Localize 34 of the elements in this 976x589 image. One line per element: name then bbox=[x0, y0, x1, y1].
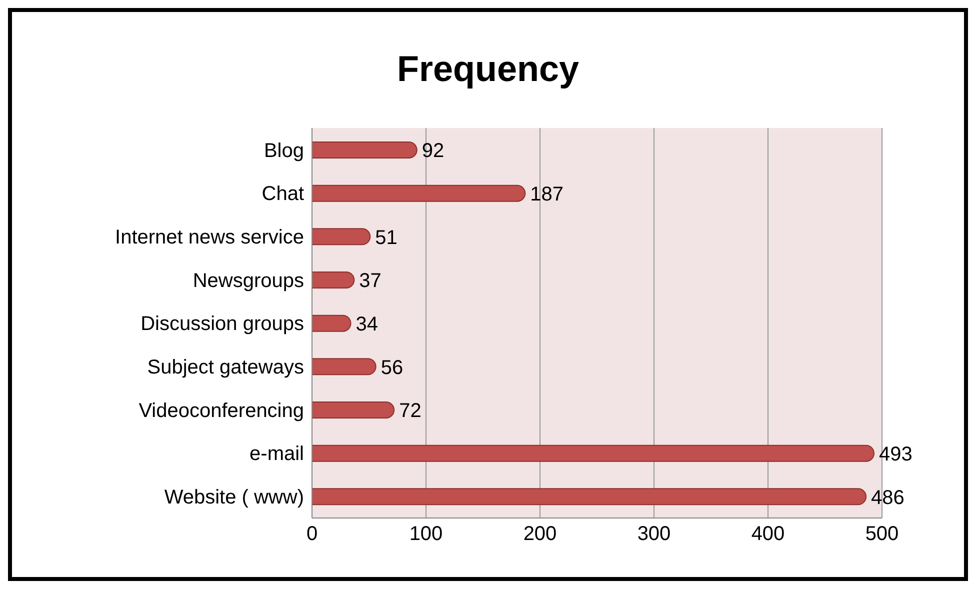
data-label: 72 bbox=[399, 400, 422, 422]
data-label: 486 bbox=[871, 486, 904, 509]
y-tick-label: e-mail bbox=[250, 443, 304, 466]
bar bbox=[312, 272, 355, 288]
bar bbox=[312, 228, 371, 246]
bar bbox=[312, 142, 418, 158]
y-tick-label: Videoconferencing bbox=[138, 400, 304, 422]
x-tick-label: 400 bbox=[751, 523, 785, 546]
y-tick-label: Website ( www) bbox=[164, 486, 304, 508]
x-tick-label: 300 bbox=[637, 523, 671, 546]
y-tick-label: Discussion groups bbox=[140, 313, 304, 336]
bar bbox=[312, 314, 352, 332]
y-tick-label: Newsgroups bbox=[192, 270, 304, 292]
bar bbox=[312, 444, 875, 462]
x-tick-label: 0 bbox=[306, 523, 318, 546]
bar bbox=[312, 402, 395, 418]
data-label: 493 bbox=[879, 443, 912, 466]
data-label: 187 bbox=[530, 183, 564, 206]
x-tick-label: 100 bbox=[409, 523, 443, 546]
data-label: 37 bbox=[359, 270, 382, 292]
bar bbox=[312, 488, 867, 506]
data-label: 34 bbox=[356, 313, 378, 336]
bar bbox=[312, 184, 526, 202]
data-label: 51 bbox=[375, 226, 398, 249]
x-tick-label: 500 bbox=[865, 523, 899, 546]
bar bbox=[312, 358, 376, 376]
data-label: 92 bbox=[422, 140, 444, 162]
data-label: 56 bbox=[380, 356, 404, 379]
y-tick-label: Chat bbox=[262, 183, 304, 206]
y-tick-label: Internet news service bbox=[115, 226, 304, 248]
chart-title: Frequency bbox=[396, 47, 580, 91]
y-tick-label: Subject gateways bbox=[147, 356, 304, 378]
y-tick-label: Blog bbox=[264, 140, 304, 162]
x-tick-label: 200 bbox=[523, 523, 557, 546]
